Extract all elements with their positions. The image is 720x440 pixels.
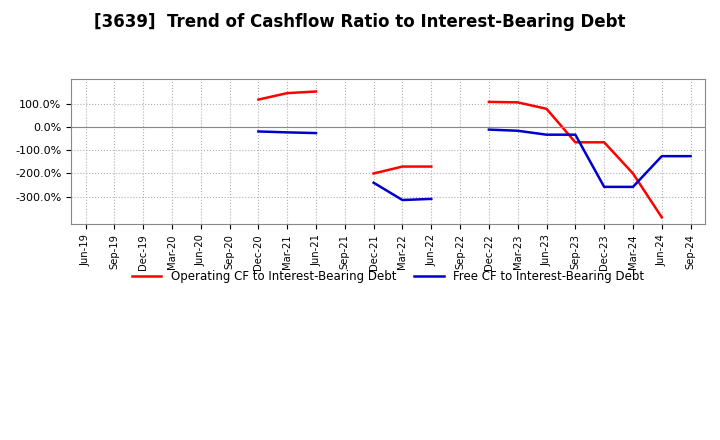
Line: Free CF to Interest-Bearing Debt: Free CF to Interest-Bearing Debt xyxy=(258,132,316,133)
Text: [3639]  Trend of Cashflow Ratio to Interest-Bearing Debt: [3639] Trend of Cashflow Ratio to Intere… xyxy=(94,13,626,31)
Line: Operating CF to Interest-Bearing Debt: Operating CF to Interest-Bearing Debt xyxy=(258,92,316,99)
Free CF to Interest-Bearing Debt xyxy=(254,129,263,134)
Free CF to Interest-Bearing Debt xyxy=(283,130,292,135)
Operating CF to Interest-Bearing Debt xyxy=(283,91,292,96)
Operating CF to Interest-Bearing Debt xyxy=(312,89,320,94)
Operating CF to Interest-Bearing Debt xyxy=(254,97,263,102)
Legend: Operating CF to Interest-Bearing Debt, Free CF to Interest-Bearing Debt: Operating CF to Interest-Bearing Debt, F… xyxy=(127,266,649,288)
Free CF to Interest-Bearing Debt xyxy=(312,130,320,136)
